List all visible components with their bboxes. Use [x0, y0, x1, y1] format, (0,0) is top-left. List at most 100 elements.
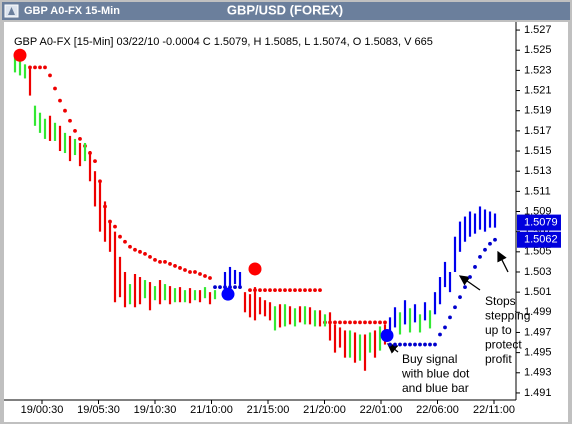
stop-dot	[68, 118, 72, 123]
signal-dot	[380, 328, 394, 342]
y-tick-label: 1.503	[524, 266, 552, 278]
stop-dot	[483, 247, 487, 252]
y-tick-label: 1.511	[524, 185, 551, 197]
stop-dot	[488, 241, 492, 246]
stop-dot	[183, 268, 187, 272]
y-tick-label: 1.491	[524, 387, 552, 399]
stop-dot	[283, 288, 287, 293]
y-tick-label: 1.523	[524, 64, 552, 76]
stop-dot	[353, 320, 357, 325]
stop-dot	[443, 325, 447, 330]
stop-dot	[458, 295, 462, 300]
stop-dot	[428, 342, 432, 347]
stop-dot	[93, 159, 97, 164]
stop-dot	[113, 224, 117, 229]
x-tick-label: 21/15:00	[247, 404, 290, 416]
stop-dot	[463, 285, 467, 290]
stop-dot	[173, 264, 177, 268]
stop-dot	[248, 288, 252, 293]
arrow	[497, 250, 509, 273]
stop-dot	[468, 275, 472, 279]
y-tick-label: 1.525	[524, 44, 552, 56]
stop-dot	[478, 254, 482, 259]
title-bar	[2, 2, 570, 20]
stop-dot	[123, 239, 127, 244]
x-tick-label: 19/05:30	[77, 404, 120, 416]
annotation: stepping	[485, 309, 530, 323]
arrow	[458, 275, 481, 291]
stop-dot	[348, 320, 352, 325]
signal-dot	[248, 262, 262, 276]
stop-dot	[43, 65, 47, 70]
stop-dot	[258, 288, 262, 293]
stop-dot	[318, 288, 322, 293]
x-tick-label: 21/20:00	[303, 404, 346, 416]
stop-dot	[383, 320, 387, 325]
stop-dot	[398, 342, 402, 347]
chart-title: GBP/USD (FOREX)	[227, 2, 343, 17]
stop-dot	[268, 288, 272, 293]
stop-dot	[338, 320, 342, 325]
annotation: Buy signal	[402, 352, 457, 366]
last-value-label: 1.5062	[524, 234, 558, 246]
stop-dot	[143, 251, 147, 256]
stop-dot	[408, 342, 412, 347]
stop-dot	[293, 288, 297, 293]
stop-dot	[288, 288, 292, 293]
stop-dot	[238, 285, 242, 290]
chart-area	[4, 22, 568, 422]
stop-dot	[308, 288, 312, 293]
stop-dot	[128, 244, 132, 249]
signal-dot	[221, 287, 235, 301]
stop-dot	[78, 137, 82, 141]
stop-dot	[208, 276, 212, 280]
y-tick-label: 1.515	[524, 145, 552, 157]
annotation: Stops	[485, 294, 516, 308]
stop-dot	[438, 332, 442, 337]
last-value-box	[517, 231, 561, 248]
stop-dot	[473, 265, 477, 269]
stop-dot	[363, 320, 367, 325]
last-value-box	[517, 214, 561, 231]
y-tick-label: 1.499	[524, 306, 552, 318]
stop-dot	[358, 320, 362, 325]
last-value-label: 1.5079	[524, 216, 558, 228]
signal-dot	[13, 48, 27, 62]
stop-dot	[63, 108, 67, 113]
x-tick-label: 22/01:00	[360, 404, 403, 416]
stop-dot	[453, 305, 457, 310]
stop-dot	[433, 342, 437, 347]
stop-dot	[278, 288, 282, 293]
stop-dot	[58, 98, 62, 103]
stop-dot	[388, 342, 392, 347]
stop-dot	[178, 266, 182, 270]
stop-dot	[193, 270, 197, 274]
stop-dot	[38, 65, 42, 70]
stop-dot	[53, 86, 57, 91]
x-tick-label: 22/11:00	[473, 404, 515, 416]
y-tick-label: 1.495	[524, 347, 552, 359]
y-tick-label: 1.497	[524, 326, 552, 338]
y-tick-label: 1.519	[524, 105, 552, 117]
y-tick-label: 1.521	[524, 84, 552, 96]
annotation: protect	[485, 338, 522, 352]
y-tick-label: 1.505	[524, 246, 552, 258]
stop-dot	[368, 320, 372, 325]
annotation: up to	[485, 323, 512, 337]
stop-dot	[393, 342, 397, 347]
stop-dot	[73, 128, 77, 133]
stop-dot	[28, 65, 32, 70]
stop-dot	[148, 254, 152, 259]
stop-dot	[163, 260, 167, 264]
stop-dot	[118, 234, 122, 239]
stop-dot	[138, 249, 142, 254]
y-tick-label: 1.513	[524, 165, 552, 177]
info-line: GBP A0-FX [15-Min] 03/22/10 -0.0004 C 1.…	[14, 36, 433, 48]
y-tick-label: 1.517	[524, 125, 552, 137]
y-tick-label: 1.509	[524, 205, 552, 217]
x-tick-label: 19/00:30	[21, 404, 64, 416]
stop-dot	[233, 285, 237, 290]
stop-dot	[33, 65, 37, 70]
y-tick-label: 1.493	[524, 367, 552, 379]
stop-dot	[263, 288, 267, 293]
